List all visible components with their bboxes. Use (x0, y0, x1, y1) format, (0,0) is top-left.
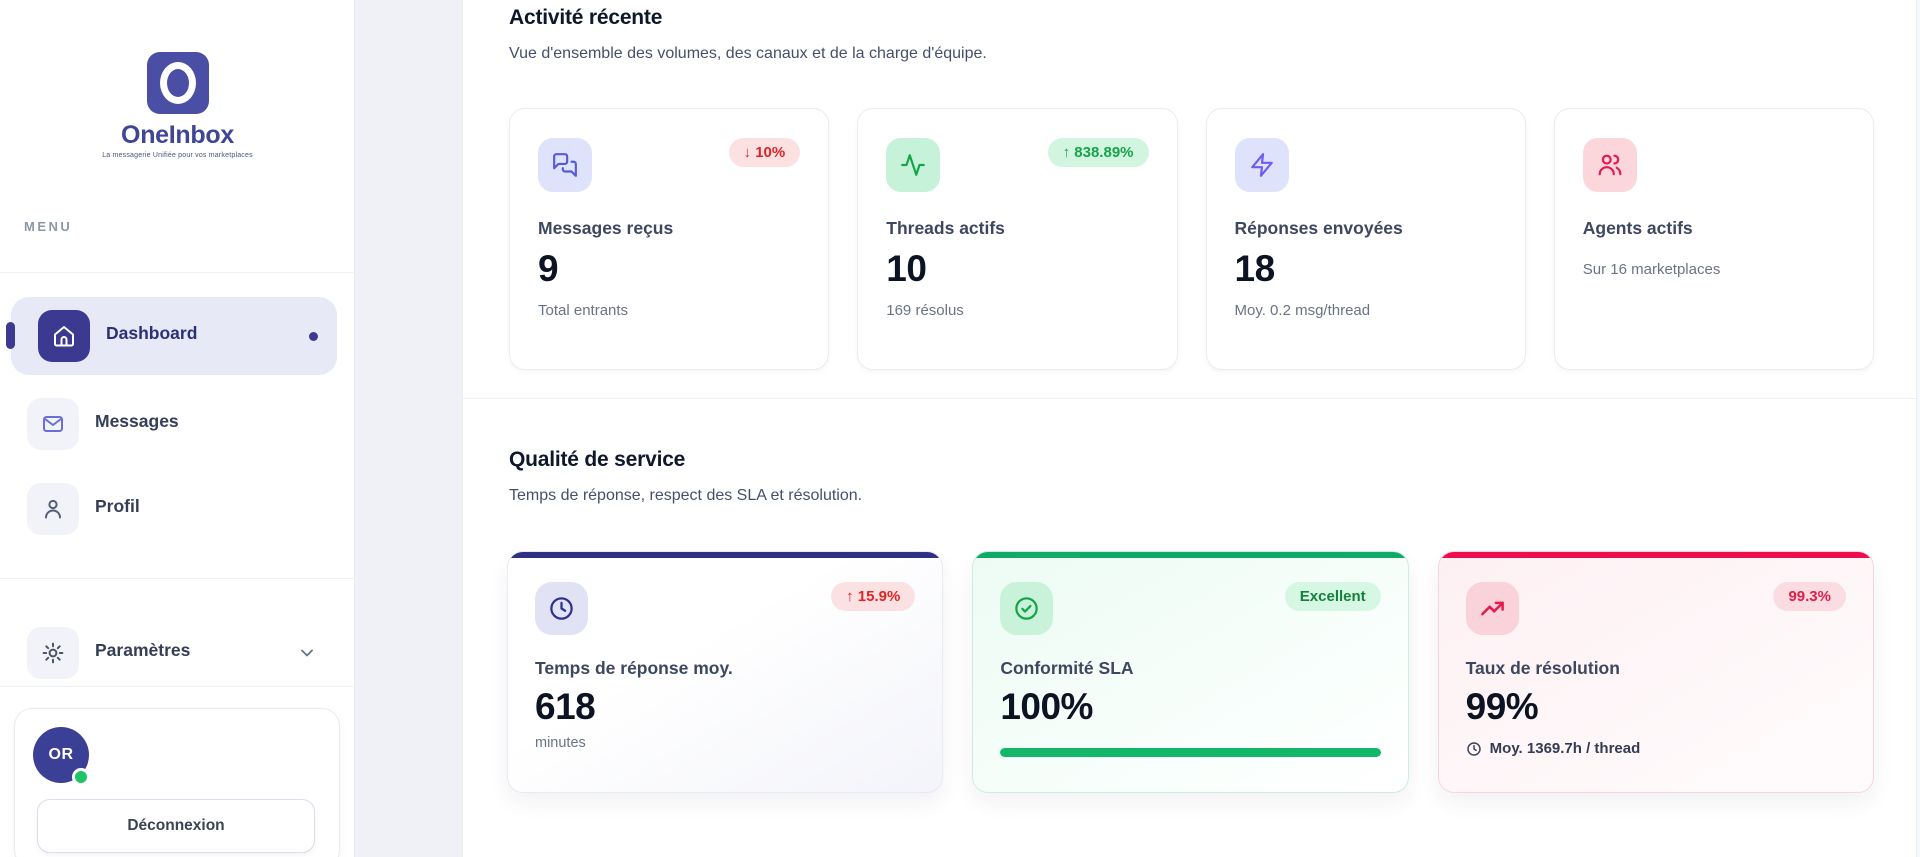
stat-sub: Total entrants (538, 302, 629, 319)
stat-card-threads-actifs: ↑ 838.89% Threads actifs 10 169 résolus (857, 108, 1178, 370)
home-icon (38, 310, 90, 362)
sidebar-item-messages[interactable]: Messages (0, 392, 355, 470)
section-subtitle-activity: Vue d'ensemble des volumes, des canaux e… (509, 45, 987, 62)
sidebar: OneInbox La messagerie Unifiée pour vos … (0, 0, 355, 857)
trend-badge: ↑ 838.89% (1047, 138, 1149, 167)
clock-icon (1466, 741, 1482, 757)
oneinbox-logo-icon (146, 52, 209, 114)
sidebar-item-label: Paramètres (95, 640, 191, 660)
stat-label: Messages reçus (538, 218, 674, 238)
divider (0, 578, 355, 579)
stat-value: 618 (535, 686, 596, 727)
stat-label: Agents actifs (1582, 218, 1693, 238)
status-badge: Excellent (1284, 582, 1381, 611)
sidebar-item-profil[interactable]: Profil (0, 477, 355, 555)
brand-name: OneInbox (121, 121, 234, 149)
stat-card-reponses-envoyees: Réponses envoyées 18 Moy. 0.2 msg/thread (1205, 108, 1526, 370)
users-icon (1582, 138, 1637, 192)
stat-sub: Sur 16 marketplaces (1582, 261, 1721, 278)
sidebar-item-parametres[interactable]: Paramètres (0, 621, 355, 699)
user-icon (27, 483, 79, 535)
gear-icon (27, 627, 79, 679)
sidebar-item-label: Dashboard (106, 323, 198, 343)
stat-value: 9 (538, 248, 559, 289)
stat-value: 100% (1000, 686, 1093, 727)
stat-value: 18 (1234, 248, 1276, 289)
zap-icon (1234, 138, 1289, 192)
clock-icon (535, 582, 588, 635)
stat-unit: minutes (535, 735, 586, 751)
stat-label: Temps de réponse moy. (535, 658, 733, 678)
brand-logo: OneInbox La messagerie Unifiée pour vos … (0, 52, 355, 159)
section-divider (463, 398, 1916, 399)
stat-value: 10 (886, 248, 927, 289)
section-title-activity: Activité récente (509, 6, 663, 29)
card-accent-bar (1438, 552, 1873, 558)
stat-card-agents-actifs: Agents actifs Sur 16 marketplaces (1553, 108, 1874, 370)
sidebar-item-label: Messages (95, 411, 179, 431)
rate-badge: 99.3% (1773, 582, 1846, 611)
activity-cards-row: ↓ 10% Messages reçus 9 Total entrants ↑ … (509, 108, 1874, 370)
card-accent-bar (508, 552, 943, 558)
trend-badge: ↓ 10% (728, 138, 801, 167)
chat-bubbles-icon (538, 138, 592, 192)
quality-card-taux-resolution: 99.3% Taux de résolution 99% Moy. 1369.7… (1437, 551, 1874, 793)
chevron-down-icon[interactable] (297, 643, 317, 663)
stat-label: Réponses envoyées (1234, 218, 1403, 238)
sla-progress-track (1000, 748, 1381, 757)
trending-up-icon (1465, 582, 1519, 635)
stat-label: Conformité SLA (1000, 658, 1134, 678)
sidebar-item-label: Profil (95, 496, 140, 516)
mail-icon (27, 398, 79, 450)
logout-button[interactable]: Déconnexion (37, 799, 315, 853)
stat-card-messages-recus: ↓ 10% Messages reçus 9 Total entrants (509, 108, 830, 370)
activity-icon (886, 138, 941, 192)
active-dot (309, 332, 318, 341)
section-title-quality: Qualité de service (509, 448, 686, 471)
stat-value: 99% (1465, 686, 1539, 727)
sla-progress-fill (1000, 748, 1381, 757)
stat-label: Taux de résolution (1465, 658, 1620, 678)
active-indicator (6, 322, 15, 349)
quality-card-conformite-sla: Excellent Conformité SLA 100% (972, 551, 1409, 793)
menu-section-label: MENU (24, 219, 73, 234)
quality-card-temps-reponse: ↑ 15.9% Temps de réponse moy. 618 minute… (507, 551, 944, 793)
stat-sub: Moy. 0.2 msg/thread (1234, 302, 1371, 319)
divider (0, 272, 355, 273)
check-circle-icon (1000, 582, 1054, 635)
main-content: Activité récente Vue d'ensemble des volu… (462, 0, 1917, 857)
divider (0, 686, 355, 687)
online-status-dot (72, 768, 90, 786)
section-subtitle-quality: Temps de réponse, respect des SLA et rés… (509, 487, 863, 504)
sidebar-item-dashboard[interactable]: Dashboard (11, 297, 337, 375)
stat-label: Threads actifs (886, 218, 1005, 238)
trend-badge: ↑ 15.9% (831, 582, 916, 611)
stat-sub: 169 résolus (886, 302, 964, 319)
brand-tagline: La messagerie Unifiée pour vos marketpla… (102, 152, 253, 159)
user-card: OR Déconnexion (14, 708, 340, 857)
stat-footer: Moy. 1369.7h / thread (1489, 740, 1641, 757)
quality-cards-row: ↑ 15.9% Temps de réponse moy. 618 minute… (507, 551, 1874, 793)
card-accent-bar (973, 552, 1408, 558)
